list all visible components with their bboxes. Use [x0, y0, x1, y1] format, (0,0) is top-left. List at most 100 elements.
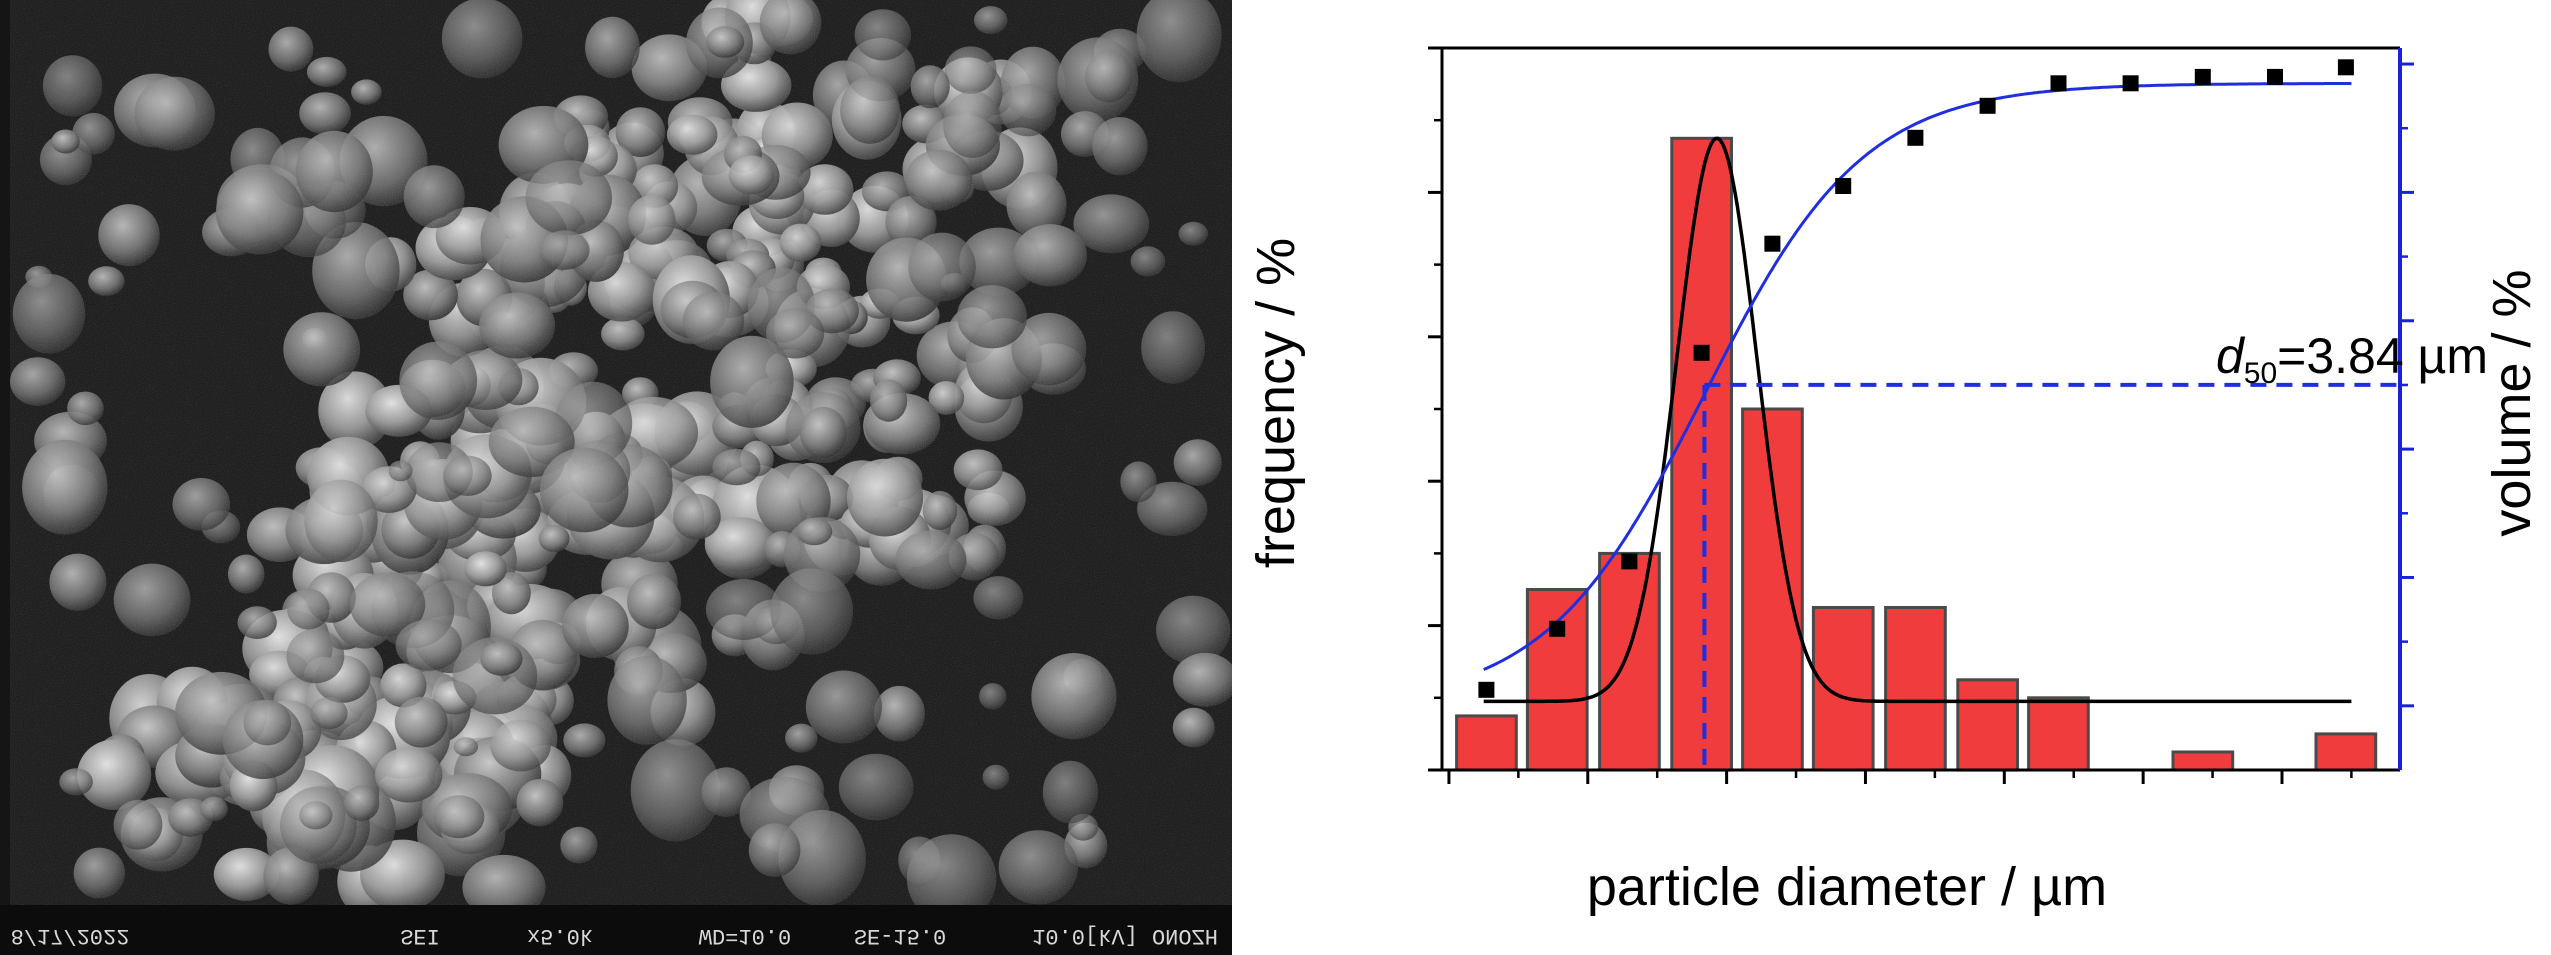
histogram-bar: [1455, 714, 1518, 772]
particle: [1011, 312, 1087, 386]
cumulative-point: [2050, 75, 2067, 92]
particle: [1006, 171, 1067, 239]
particle: [443, 455, 492, 496]
cumulative-point: [2194, 68, 2211, 85]
particle: [433, 795, 485, 839]
particle: [172, 478, 231, 531]
particle: [998, 830, 1079, 905]
chart-svg: particle diameter / µm frequency / % vol…: [1246, 46, 2542, 917]
particle: [585, 16, 640, 79]
particle: [682, 291, 745, 351]
axis-ticks: [1428, 46, 2414, 784]
x-axis-label: particle diameter / µm: [1587, 857, 2107, 917]
particle: [706, 26, 745, 58]
particle: [1013, 224, 1087, 287]
sem-footer-field: SE-15.0: [854, 923, 946, 948]
d50-subscript: 50: [2244, 357, 2277, 390]
particle: [1085, 50, 1133, 103]
particle: [870, 379, 908, 422]
sem-micrograph-image: 8/17/2022 SEI x5.0k WD=10.0 SE-15.0 10.0[kV] O…: [0, 0, 1232, 955]
particle: [846, 458, 924, 537]
particle: [98, 204, 160, 267]
particle: [873, 685, 925, 742]
particle: [944, 46, 997, 94]
particle: [304, 479, 378, 562]
particle: [263, 847, 319, 905]
particle: [905, 149, 973, 211]
sem-footer-field: x5.0k: [527, 923, 593, 948]
particle: [318, 371, 393, 450]
particle: [22, 439, 108, 535]
sem-micrograph: 8/17/2022 SEI x5.0k WD=10.0 SE-15.0 10.0[kV] O…: [0, 0, 1232, 955]
particle: [943, 90, 1002, 158]
particle: [953, 449, 1003, 491]
cumulative-point: [1478, 681, 1495, 698]
particle: [351, 79, 382, 105]
particle: [563, 723, 606, 758]
particle: [928, 381, 965, 415]
particle: [627, 573, 682, 630]
particle: [1031, 653, 1117, 740]
histogram-bar: [1598, 551, 1661, 772]
particle: [910, 65, 950, 109]
particle: [838, 753, 914, 821]
particle: [701, 767, 751, 817]
particle: [287, 588, 330, 630]
particle: [268, 26, 314, 72]
particle: [380, 663, 427, 708]
y-axis-right-label: volume / %: [2482, 269, 2542, 536]
particle: [310, 697, 348, 730]
particle: [488, 406, 575, 477]
axis-labels: particle diameter / µm frequency / % vol…: [1246, 238, 2542, 917]
particle: [1137, 481, 1208, 536]
particle: [1141, 311, 1205, 384]
d50-symbol: d: [2216, 328, 2246, 384]
particle: [299, 801, 333, 830]
particle: [134, 76, 215, 151]
particle: [1173, 652, 1232, 707]
particle: [1092, 117, 1148, 176]
particle: [213, 847, 279, 901]
particle: [840, 76, 900, 144]
particle: [895, 530, 967, 590]
particle: [464, 551, 507, 587]
particle: [441, 0, 523, 79]
particle: [1178, 221, 1209, 246]
particle: [403, 165, 465, 229]
particle: [343, 785, 380, 821]
particle: [704, 517, 777, 572]
particle: [1156, 595, 1231, 665]
particle: [399, 341, 478, 420]
particle: [979, 683, 1007, 710]
d50-value: =3.84 µm: [2277, 328, 2488, 384]
particle: [12, 273, 86, 354]
sem-info-bar: 8/17/2022 SEI x5.0k WD=10.0 SE-15.0 10.0[kV] O…: [11, 923, 1218, 948]
cumulative-point: [2267, 68, 2283, 85]
histogram-bar: [2171, 750, 2235, 772]
particle: [525, 160, 613, 236]
cumulative-point: [1907, 129, 1924, 146]
cumulative-points: [1478, 59, 2354, 698]
particle: [728, 155, 775, 195]
y-axis-left-label: frequency / %: [1246, 238, 1306, 568]
particle: [568, 220, 624, 282]
particle: [453, 737, 478, 757]
particle: [759, 0, 822, 55]
particle: [490, 719, 551, 772]
particle: [51, 129, 80, 154]
cumulative-point: [1549, 620, 1566, 637]
particle: [615, 107, 666, 157]
particle: [1130, 246, 1166, 277]
particle: [77, 739, 152, 810]
sem-footer-field: ONOZH: [1152, 923, 1218, 948]
particle: [1173, 439, 1222, 486]
cumulative-point: [1621, 553, 1638, 570]
particle: [799, 406, 847, 458]
particle: [666, 114, 718, 155]
particle: [306, 56, 347, 87]
sem-footer-field: 8/17/2022: [11, 923, 130, 948]
sem-footer-bar: [0, 905, 1232, 955]
particle: [999, 83, 1057, 137]
particle-cluster: [10, 0, 1232, 924]
particle: [1073, 194, 1150, 254]
